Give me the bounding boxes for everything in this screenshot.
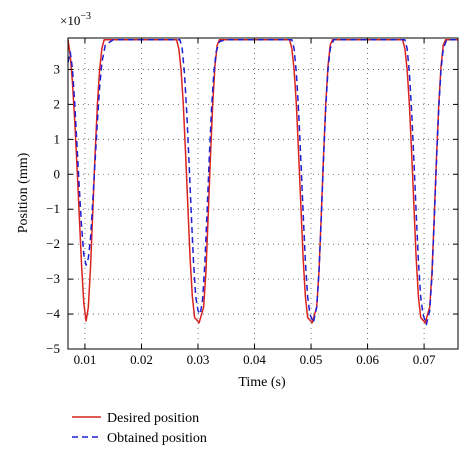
legend-label-desired: Desired position	[107, 411, 199, 426]
x-tick-label: 0.02	[130, 352, 153, 367]
x-tick-label: 0.05	[300, 352, 323, 367]
x-tick-label: 0.01	[74, 352, 97, 367]
obtained-position-line	[67, 39, 458, 326]
y-tick-label: −4	[46, 306, 60, 321]
y-tick-label: 0	[54, 166, 61, 181]
plot-frame	[67, 37, 459, 350]
legend: Desired position Obtained position	[72, 411, 207, 446]
y-multiplier: ×10−3	[60, 11, 91, 28]
y-tick-label: 2	[54, 96, 61, 111]
y-tick-label: −1	[46, 201, 60, 216]
y-tick-label: −3	[46, 271, 60, 286]
plot-series	[67, 39, 458, 326]
x-tick-label: 0.03	[187, 352, 210, 367]
grid	[68, 38, 458, 349]
x-tick-label: 0.06	[356, 352, 379, 367]
y-tick-label: 1	[54, 131, 61, 146]
tick-labels: 0.01 0.02 0.03 0.04 0.05 0.06 0.07 −5 −4 −3 −2 −1 0 1…	[46, 61, 436, 367]
axis-ticks	[68, 38, 458, 350]
y-tick-label: −5	[46, 341, 60, 356]
y-tick-label: 3	[54, 61, 61, 76]
y-tick-label: −2	[46, 236, 60, 251]
x-tick-label: 0.07	[413, 352, 436, 367]
legend-label-obtained: Obtained position	[107, 431, 207, 446]
y-axis-label: Position (mm)	[16, 152, 31, 233]
x-tick-label: 0.04	[243, 352, 266, 367]
x-axis-label: Time (s)	[238, 375, 286, 390]
desired-position-line	[67, 39, 458, 324]
